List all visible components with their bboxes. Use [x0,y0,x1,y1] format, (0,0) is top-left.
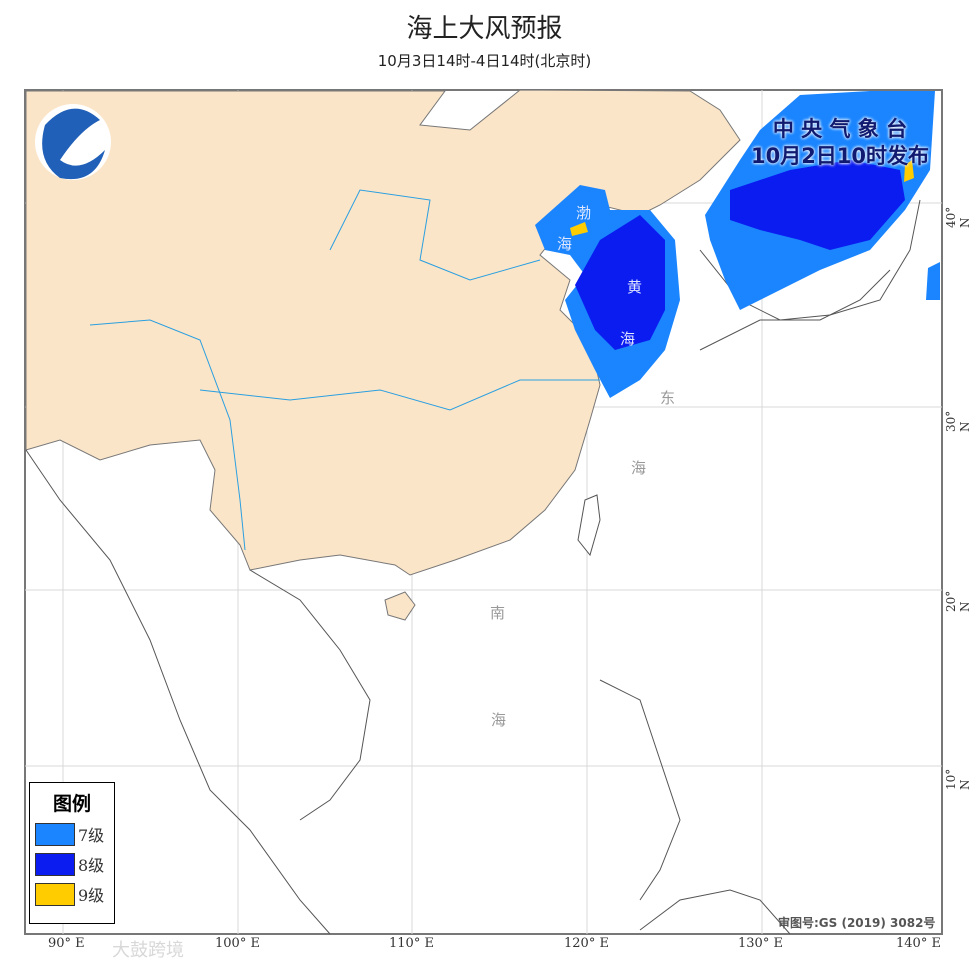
legend-title: 图例 [52,793,91,815]
lon-label: 130° E [738,936,783,951]
lon-label: 140° E [896,936,941,951]
sea-label: 海 [620,330,636,348]
lat-label: 40° N [944,206,969,228]
sea-label: 渤 [576,204,592,222]
lon-label: 110° E [389,936,434,951]
sea-label: 海 [631,459,647,477]
legend-item: 9级 [35,882,114,906]
lat-label: 20° N [944,590,969,612]
hainan-island [384,591,416,621]
wind-level9-bohai [570,222,588,236]
lat-label: 30° N [944,410,969,432]
legend-swatch [35,822,75,846]
legend-swatch [35,882,75,906]
wind-level9-japan [904,160,914,182]
legend-item: 7级 [35,822,114,846]
page-title: 海上大风预报 [406,14,563,44]
sea-label: 东 [660,389,676,407]
forecast-period: 10月3日14时-4日14时(北京时) [377,52,592,70]
wind-level8-yellow-sea [575,215,665,350]
legend-swatch [35,852,75,876]
taiwan-island [577,494,601,557]
legend-item: 8级 [35,852,114,876]
sea-label: 南 [490,604,506,622]
sea-label: 海 [557,235,573,253]
lat-label: 10° N [944,768,969,790]
lon-label: 90° E [48,936,85,951]
sea-label: 海 [491,711,507,729]
wind-level7-pacific [926,262,940,300]
lon-label: 100° E [215,936,260,951]
rivers [89,189,600,551]
watermark: 大鼓跨境 [112,940,184,961]
map-approval-number: 审图号:GS (2019) 3082号 [778,916,936,930]
legend: 图例 7级 8级 9级 [29,782,115,924]
issuer-label: 中 央 气 象 台 10月2日10时发布 [730,116,950,170]
issuer-name: 中 央 气 象 台 [772,117,908,141]
sea-label: 黄 [627,278,643,296]
issue-time: 10月2日10时发布 [750,144,930,168]
wind-level8-japan-sea [730,160,905,250]
lon-label: 120° E [564,936,609,951]
cma-logo [35,104,111,180]
